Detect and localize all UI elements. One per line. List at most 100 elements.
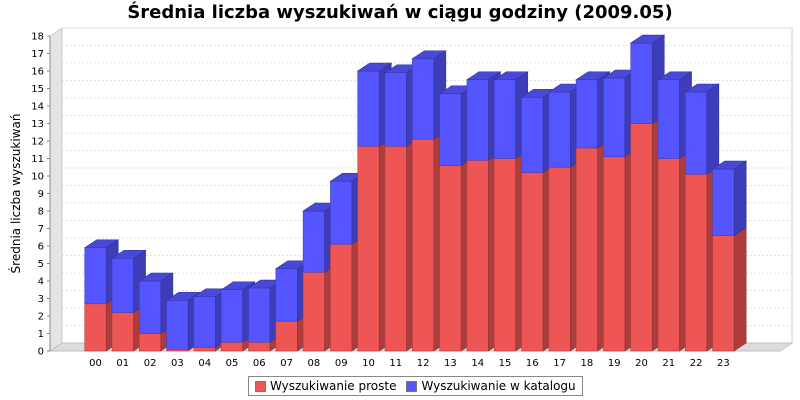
gridline-side [49, 62, 63, 72]
y-tick-label: 5 [38, 259, 44, 270]
x-tick-label: 06 [253, 358, 266, 369]
bar-catalog-12 [412, 58, 435, 140]
bar-side-catalog-22 [706, 83, 720, 175]
bar-catalog-18 [575, 79, 598, 149]
y-tick-label: 15 [31, 84, 44, 95]
y-tick-label: 3 [38, 294, 44, 305]
gridline-side [49, 272, 63, 282]
bar-top-00 [83, 239, 120, 249]
gridline-side [49, 185, 63, 194]
bar-catalog-20 [630, 42, 653, 124]
bar-top-22 [684, 83, 720, 93]
bar-simple-06 [248, 341, 271, 352]
bar-simple-09 [330, 243, 353, 352]
x-tick-label: 15 [499, 358, 512, 369]
y-tick-label: 16 [31, 67, 44, 78]
x-tick-label: 14 [471, 358, 484, 369]
bar-catalog-02 [139, 280, 162, 334]
bar-simple-05 [220, 341, 244, 352]
legend-item-catalog: Wyszukiwanie w katalogu [406, 379, 576, 393]
y-tick-label: 9 [38, 189, 44, 200]
gridline-side [49, 307, 63, 317]
bar-catalog-05 [220, 289, 244, 343]
legend-label-simple: Wyszukiwanie proste [270, 379, 397, 393]
x-tick-label: 08 [308, 358, 321, 369]
gridline-side [49, 325, 63, 334]
bar-simple-10 [357, 145, 380, 352]
bar-simple-00 [84, 303, 107, 352]
bar-catalog-00 [84, 247, 107, 305]
bar-simple-17 [548, 166, 571, 352]
bar-catalog-06 [248, 287, 271, 343]
bar-catalog-16 [521, 96, 544, 173]
plot-left-wall [49, 27, 63, 352]
x-tick-label: 21 [662, 358, 675, 369]
bar-catalog-01 [111, 257, 134, 313]
y-tick-label: 10 [31, 172, 44, 183]
bar-catalog-09 [330, 180, 353, 245]
legend-swatch-simple [255, 380, 266, 392]
bar-simple-23 [712, 235, 735, 352]
bar-top-18 [575, 71, 611, 81]
bar-catalog-19 [603, 77, 626, 158]
bar-simple-19 [603, 156, 626, 352]
bar-side-simple-23 [733, 226, 747, 352]
gridline-side [49, 150, 63, 159]
x-tick-label: 19 [608, 358, 621, 369]
gridline-side [49, 202, 63, 212]
bar-catalog-08 [302, 210, 325, 273]
bar-top-05 [220, 281, 256, 291]
x-tick-label: 04 [198, 358, 211, 369]
bar-simple-14 [466, 159, 489, 352]
gridline-side [49, 97, 63, 107]
x-tick-label: 00 [89, 358, 102, 369]
y-tick-label: 7 [38, 224, 44, 235]
x-tick-label: 16 [526, 358, 539, 369]
legend-label-catalog: Wyszukiwanie w katalogu [421, 379, 576, 393]
gridline-side [49, 132, 63, 142]
y-tick-label: 14 [31, 102, 44, 113]
bar-simple-13 [439, 165, 462, 352]
x-tick-label: 13 [444, 358, 457, 369]
y-tick-label: 6 [38, 242, 44, 253]
y-axis-title: Średnia liczba wyszukiwań [8, 114, 23, 274]
y-tick-label: 13 [31, 119, 44, 130]
bar-simple-22 [685, 173, 708, 352]
bar-simple-16 [521, 172, 544, 352]
y-tick-label: 8 [38, 207, 44, 218]
x-tick-label: 22 [690, 358, 703, 369]
bar-catalog-15 [493, 79, 517, 159]
gridline-side [49, 255, 63, 264]
y-tick-label: 0 [38, 347, 44, 358]
y-tick-label: 4 [38, 277, 44, 288]
gridline-side [49, 220, 63, 229]
legend-swatch-catalog [406, 380, 418, 392]
x-tick-label: 12 [417, 358, 430, 369]
bar-simple-01 [111, 312, 134, 352]
bar-side-catalog-23 [733, 160, 747, 237]
y-tick-label: 11 [31, 154, 44, 165]
y-tick-label: 1 [38, 329, 44, 340]
bar-simple-08 [302, 271, 325, 352]
bar-top-21 [657, 71, 693, 81]
legend-item-simple: Wyszukiwanie proste [255, 379, 396, 393]
bar-catalog-17 [548, 91, 571, 168]
x-tick-label: 05 [226, 358, 239, 369]
x-tick-label: 20 [635, 358, 648, 369]
chart-title: Średnia liczba wyszukiwań w ciągu godzin… [127, 2, 673, 23]
bar-top-12 [411, 50, 447, 60]
bar-catalog-07 [275, 268, 298, 322]
bar-top-20 [629, 34, 666, 44]
bar-top-02 [138, 272, 174, 282]
bar-catalog-14 [466, 79, 489, 161]
bar-simple-11 [384, 145, 407, 352]
x-tick-label: 09 [335, 358, 348, 369]
gridline-side [49, 80, 63, 89]
bar-simple-04 [193, 347, 216, 352]
gridline-side [49, 115, 63, 124]
bar-catalog-10 [357, 70, 380, 147]
gridline-side [49, 290, 63, 299]
bar-simple-18 [575, 147, 598, 352]
bar-simple-02 [139, 333, 162, 352]
